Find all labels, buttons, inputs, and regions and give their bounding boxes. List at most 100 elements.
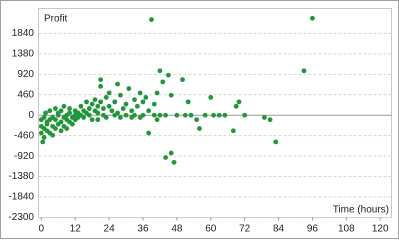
- point: [89, 101, 95, 107]
- point: [43, 110, 48, 116]
- point: [86, 106, 92, 111]
- x-tick-label: 72: [239, 224, 251, 235]
- point: [98, 77, 104, 83]
- x-tick-label: 84: [273, 224, 285, 235]
- point: [154, 117, 160, 123]
- point: [242, 112, 248, 118]
- point: [117, 115, 123, 120]
- x-tick-label: 120: [372, 224, 389, 235]
- point: [61, 103, 67, 109]
- y-tick-label: 1840: [12, 28, 35, 39]
- point: [115, 110, 120, 116]
- y-tick-label: 1380: [12, 48, 35, 59]
- point: [86, 112, 92, 118]
- point: [95, 117, 101, 123]
- point: [134, 103, 140, 109]
- x-tick-label: 108: [338, 224, 355, 235]
- point: [151, 112, 157, 118]
- point: [267, 117, 273, 123]
- point: [273, 139, 279, 145]
- y-tick-label: -2300: [8, 212, 34, 223]
- point: [197, 126, 202, 131]
- point: [44, 121, 50, 127]
- point: [115, 81, 120, 87]
- point: [67, 106, 72, 111]
- x-tick-label: 48: [171, 224, 183, 235]
- point: [157, 68, 163, 74]
- x-tick-label: 96: [307, 224, 319, 235]
- point: [58, 128, 64, 134]
- y-tick-label: -920: [14, 151, 34, 162]
- point: [98, 83, 104, 89]
- point: [58, 108, 64, 114]
- point: [233, 103, 239, 109]
- point: [41, 135, 47, 140]
- point: [140, 112, 146, 118]
- point: [163, 112, 168, 118]
- point: [67, 110, 72, 116]
- point: [129, 108, 135, 114]
- point: [143, 95, 149, 100]
- plot-area: [38, 8, 392, 218]
- y-tick-label: -1840: [8, 192, 34, 203]
- point: [69, 121, 75, 127]
- x-tick-label: 0: [39, 224, 45, 235]
- point: [64, 126, 70, 131]
- point: [132, 97, 137, 103]
- point: [53, 126, 58, 131]
- point: [112, 99, 118, 105]
- y-tick-label: 460: [17, 89, 34, 100]
- point: [53, 106, 58, 111]
- point: [50, 132, 56, 138]
- point: [137, 90, 143, 96]
- x-tick-label: 12: [70, 224, 82, 235]
- point: [40, 139, 46, 145]
- y-tick-label: -1380: [8, 171, 34, 182]
- point: [208, 95, 214, 100]
- point: [58, 119, 64, 125]
- point: [310, 15, 315, 21]
- point: [188, 112, 194, 118]
- x-tick-label: 36: [137, 224, 149, 235]
- point: [154, 90, 160, 96]
- point: [103, 115, 109, 120]
- point: [168, 92, 174, 98]
- x-tick-label: 24: [104, 224, 116, 235]
- point: [194, 117, 200, 123]
- point: [81, 115, 87, 120]
- point: [146, 108, 152, 114]
- point: [103, 95, 109, 100]
- point: [182, 112, 188, 118]
- point: [84, 99, 89, 105]
- point: [230, 128, 236, 134]
- point: [202, 112, 208, 118]
- point: [38, 130, 44, 136]
- point: [222, 112, 228, 118]
- point: [180, 77, 185, 83]
- point: [92, 97, 98, 103]
- point: [106, 103, 112, 109]
- point: [101, 106, 106, 111]
- point: [140, 99, 146, 105]
- point: [262, 115, 267, 120]
- x-tick-label: 60: [205, 224, 217, 235]
- y-tick-label: -460: [14, 130, 34, 141]
- point: [117, 92, 123, 98]
- point: [236, 99, 242, 105]
- point: [120, 106, 126, 111]
- point: [185, 99, 191, 105]
- point: [168, 150, 174, 156]
- point: [174, 112, 180, 118]
- point: [126, 86, 132, 91]
- point: [98, 99, 104, 105]
- point: [95, 103, 101, 109]
- point: [132, 112, 137, 118]
- y-tick-label: 0: [28, 110, 34, 121]
- point: [216, 112, 222, 118]
- point: [166, 72, 171, 78]
- point: [123, 112, 129, 118]
- point: [78, 103, 84, 109]
- point: [95, 110, 101, 116]
- point: [151, 101, 157, 107]
